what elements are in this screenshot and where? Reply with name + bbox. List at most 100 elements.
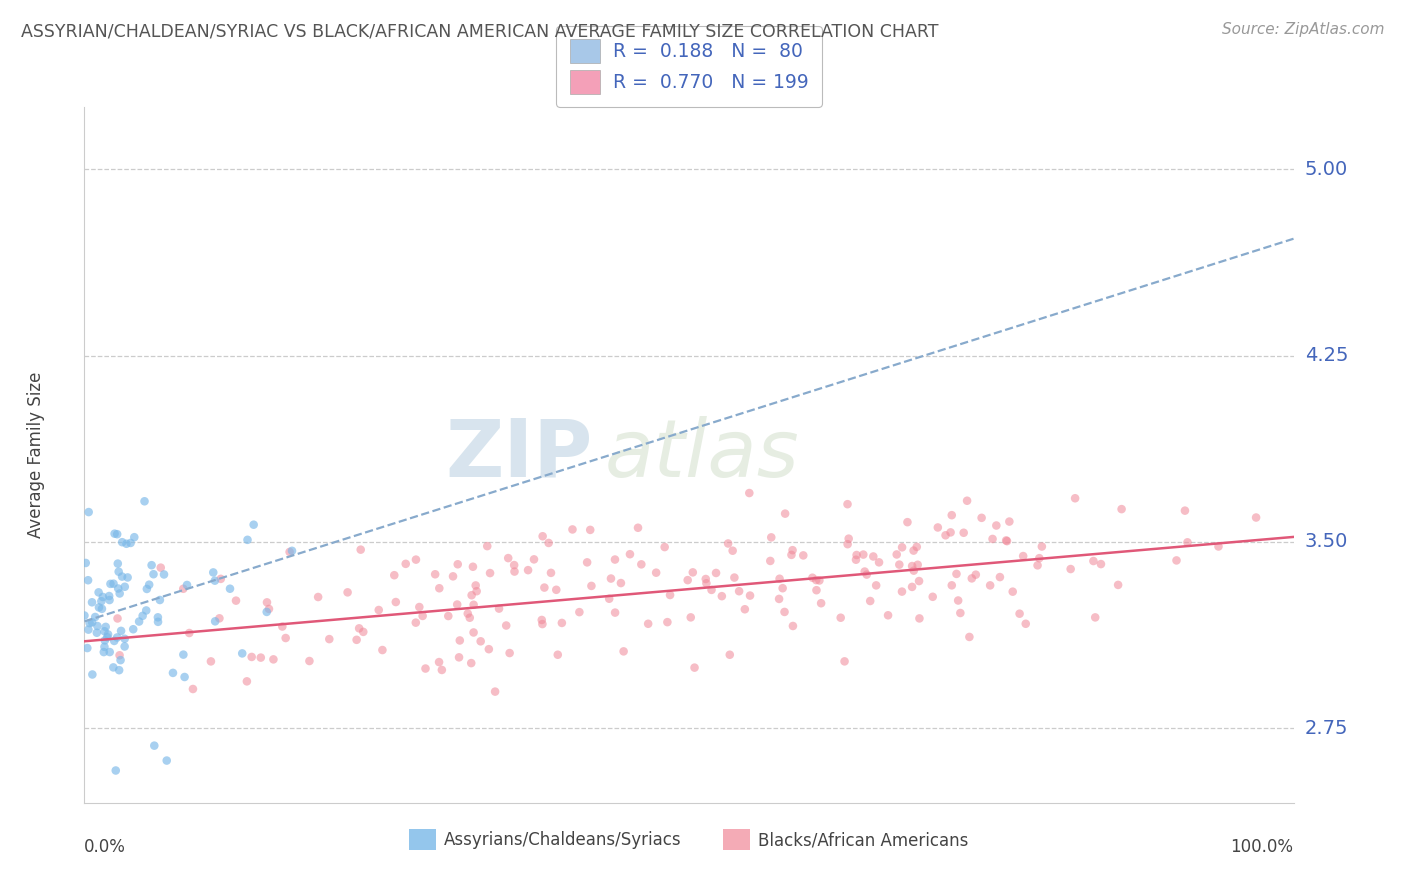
Point — [457, 607, 479, 621]
Point — [395, 557, 418, 571]
Text: ASSYRIAN/CHALDEAN/SYRIAC VS BLACK/AFRICAN AMERICAN AVERAGE FAMILY SIZE CORRELATI: ASSYRIAN/CHALDEAN/SYRIAC VS BLACK/AFRICA… — [21, 22, 939, 40]
Point — [1084, 610, 1107, 624]
Point — [477, 539, 499, 553]
Point — [141, 558, 163, 573]
Point — [695, 572, 717, 586]
Point — [772, 581, 794, 595]
Point — [952, 525, 974, 540]
Point — [242, 517, 264, 532]
Point — [637, 616, 659, 631]
Point — [143, 739, 166, 753]
Point — [437, 609, 460, 624]
Point — [1028, 551, 1050, 566]
Point — [551, 615, 574, 630]
Point — [465, 584, 488, 599]
Point — [93, 645, 115, 659]
Point — [891, 584, 914, 599]
Point — [172, 648, 194, 662]
Point — [382, 568, 405, 582]
Point — [204, 574, 226, 588]
Point — [995, 534, 1018, 549]
Point — [547, 648, 569, 662]
Point — [568, 605, 591, 619]
Point — [581, 579, 603, 593]
Point — [460, 588, 482, 602]
Point — [619, 547, 641, 561]
Point — [905, 540, 928, 554]
Point — [461, 559, 484, 574]
Point — [903, 564, 925, 578]
Point — [425, 567, 447, 582]
Point — [162, 665, 184, 680]
Point — [98, 589, 121, 603]
Point — [405, 615, 427, 630]
Point — [845, 548, 868, 562]
Point — [901, 559, 924, 574]
Point — [761, 530, 783, 544]
Point — [114, 632, 136, 646]
Point — [236, 533, 259, 547]
Point — [682, 566, 704, 580]
Point — [603, 606, 626, 620]
Point — [96, 630, 118, 644]
Point — [970, 511, 993, 525]
Point — [181, 681, 204, 696]
Point — [988, 570, 1011, 584]
Point — [896, 515, 918, 529]
Point — [683, 660, 706, 674]
Point — [307, 590, 329, 604]
Point — [371, 643, 394, 657]
Point — [759, 554, 782, 568]
Point — [122, 622, 145, 636]
Point — [773, 605, 796, 619]
Point — [855, 567, 877, 582]
Point — [463, 598, 485, 612]
Legend: Assyrians/Chaldeans/Syriacs, Blacks/African Americans: Assyrians/Chaldeans/Syriacs, Blacks/Afri… — [402, 822, 976, 857]
Point — [498, 646, 520, 660]
Point — [75, 556, 97, 570]
Point — [105, 527, 128, 541]
Point — [79, 616, 101, 631]
Point — [949, 606, 972, 620]
Point — [718, 648, 741, 662]
Point — [1177, 535, 1199, 549]
Point — [149, 593, 172, 607]
Text: Average Family Size: Average Family Size — [27, 372, 45, 538]
Point — [209, 572, 232, 586]
Point — [256, 595, 278, 609]
Text: 100.0%: 100.0% — [1230, 838, 1294, 855]
Point — [1090, 557, 1112, 571]
Text: 5.00: 5.00 — [1305, 160, 1348, 178]
Point — [87, 600, 110, 615]
Point — [84, 610, 107, 624]
Point — [204, 615, 226, 629]
Point — [845, 552, 868, 566]
Point — [630, 558, 652, 572]
Point — [782, 619, 804, 633]
Point — [447, 650, 470, 665]
Point — [1015, 616, 1038, 631]
Point — [131, 608, 153, 623]
Point — [87, 585, 110, 599]
Point — [153, 567, 176, 582]
Point — [576, 555, 599, 569]
Point — [146, 610, 169, 624]
Point — [908, 574, 931, 588]
Point — [135, 582, 157, 596]
Point — [717, 536, 740, 550]
Point — [77, 573, 100, 587]
Point — [73, 608, 96, 623]
Point — [146, 615, 169, 629]
Point — [173, 670, 195, 684]
Point — [298, 654, 321, 668]
Point — [600, 572, 623, 586]
Point — [336, 585, 359, 599]
Text: atlas: atlas — [605, 416, 799, 494]
Point — [350, 542, 373, 557]
Point — [110, 624, 132, 638]
Point — [979, 578, 1001, 592]
Point — [318, 632, 340, 646]
Point — [903, 543, 925, 558]
Point — [679, 610, 702, 624]
Point — [93, 624, 115, 639]
